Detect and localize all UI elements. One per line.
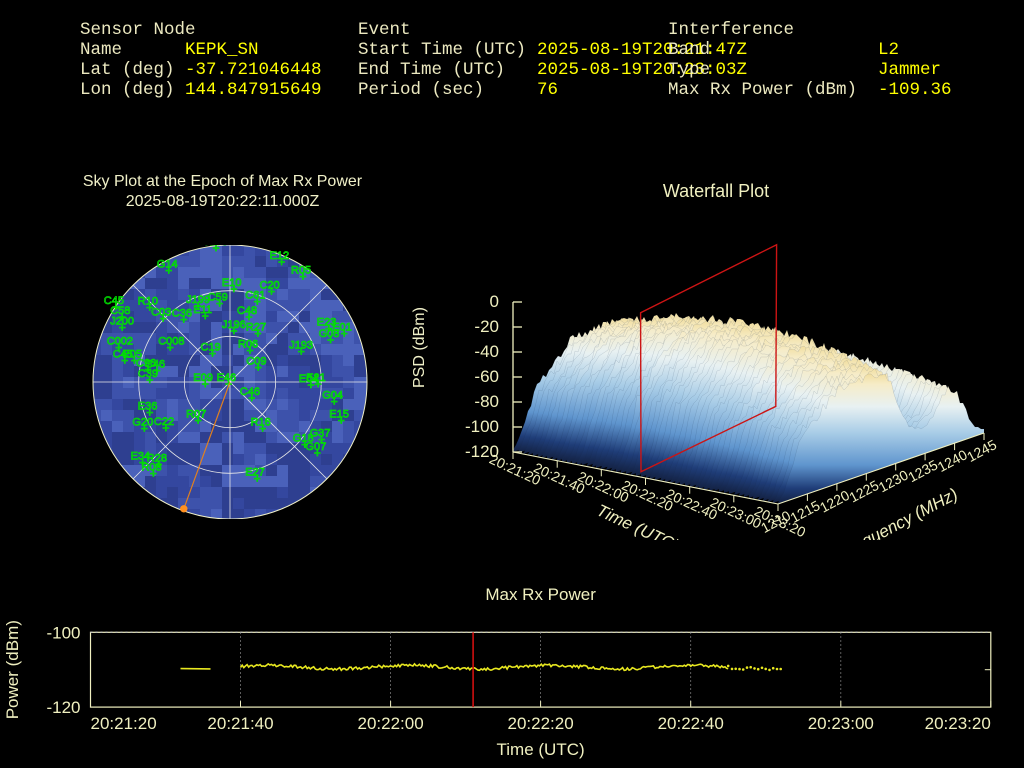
svg-text:+: + xyxy=(327,333,334,347)
svg-text:+: + xyxy=(209,346,216,360)
svg-text:+: + xyxy=(300,269,307,283)
svg-text:+: + xyxy=(160,311,167,325)
svg-text:20:21:20: 20:21:20 xyxy=(91,714,157,733)
svg-text:+: + xyxy=(230,324,237,338)
svg-text:20:23:20: 20:23:20 xyxy=(925,714,991,733)
svg-text:0: 0 xyxy=(490,292,499,311)
svg-text:+: + xyxy=(146,373,153,387)
svg-text:+: + xyxy=(331,395,338,409)
svg-text:+: + xyxy=(248,391,255,405)
svg-text:+: + xyxy=(202,377,209,391)
svg-text:20:22:40: 20:22:40 xyxy=(658,714,724,733)
svg-text:+: + xyxy=(141,422,148,436)
svg-text:+: + xyxy=(315,377,322,391)
svg-text:-120: -120 xyxy=(46,698,80,717)
svg-text:20:22:00: 20:22:00 xyxy=(358,714,424,733)
svg-text:+: + xyxy=(314,446,321,460)
svg-text:+: + xyxy=(254,472,261,486)
svg-text:Power (dBm): Power (dBm) xyxy=(3,620,22,719)
svg-text:1245: 1245 xyxy=(964,436,999,465)
svg-text:+: + xyxy=(162,421,169,435)
svg-text:20:23:00: 20:23:00 xyxy=(808,714,874,733)
svg-text:-20: -20 xyxy=(474,317,499,336)
svg-text:20:22:20: 20:22:20 xyxy=(508,714,574,733)
svg-text:+: + xyxy=(255,361,262,375)
svg-text:+: + xyxy=(225,377,232,391)
svg-text:+: + xyxy=(180,312,187,326)
svg-text:+: + xyxy=(216,296,223,310)
svg-text:+: + xyxy=(202,309,209,323)
svg-text:+: + xyxy=(230,282,237,296)
svg-text:+: + xyxy=(150,466,157,480)
svg-text:+: + xyxy=(167,340,174,354)
svg-text:+: + xyxy=(298,345,305,359)
svg-text:+: + xyxy=(268,285,275,299)
svg-text:Time (UTC): Time (UTC) xyxy=(497,740,585,759)
svg-text:+: + xyxy=(119,320,126,334)
svg-text:+: + xyxy=(341,327,348,341)
svg-text:+: + xyxy=(278,255,285,269)
svg-text:20:21:40: 20:21:40 xyxy=(207,714,273,733)
svg-text:+: + xyxy=(195,414,202,428)
svg-text:+: + xyxy=(165,263,172,277)
svg-text:+: + xyxy=(338,413,345,427)
svg-text:-100: -100 xyxy=(465,417,499,436)
svg-text:+: + xyxy=(213,245,220,255)
svg-text:Waterfall Plot: Waterfall Plot xyxy=(663,181,769,201)
svg-text:-60: -60 xyxy=(474,367,499,386)
svg-text:Max Rx Power: Max Rx Power xyxy=(485,585,596,604)
svg-text:-80: -80 xyxy=(474,392,499,411)
svg-text:-100: -100 xyxy=(46,623,80,642)
svg-text:+: + xyxy=(259,422,266,436)
svg-text:-40: -40 xyxy=(474,342,499,361)
